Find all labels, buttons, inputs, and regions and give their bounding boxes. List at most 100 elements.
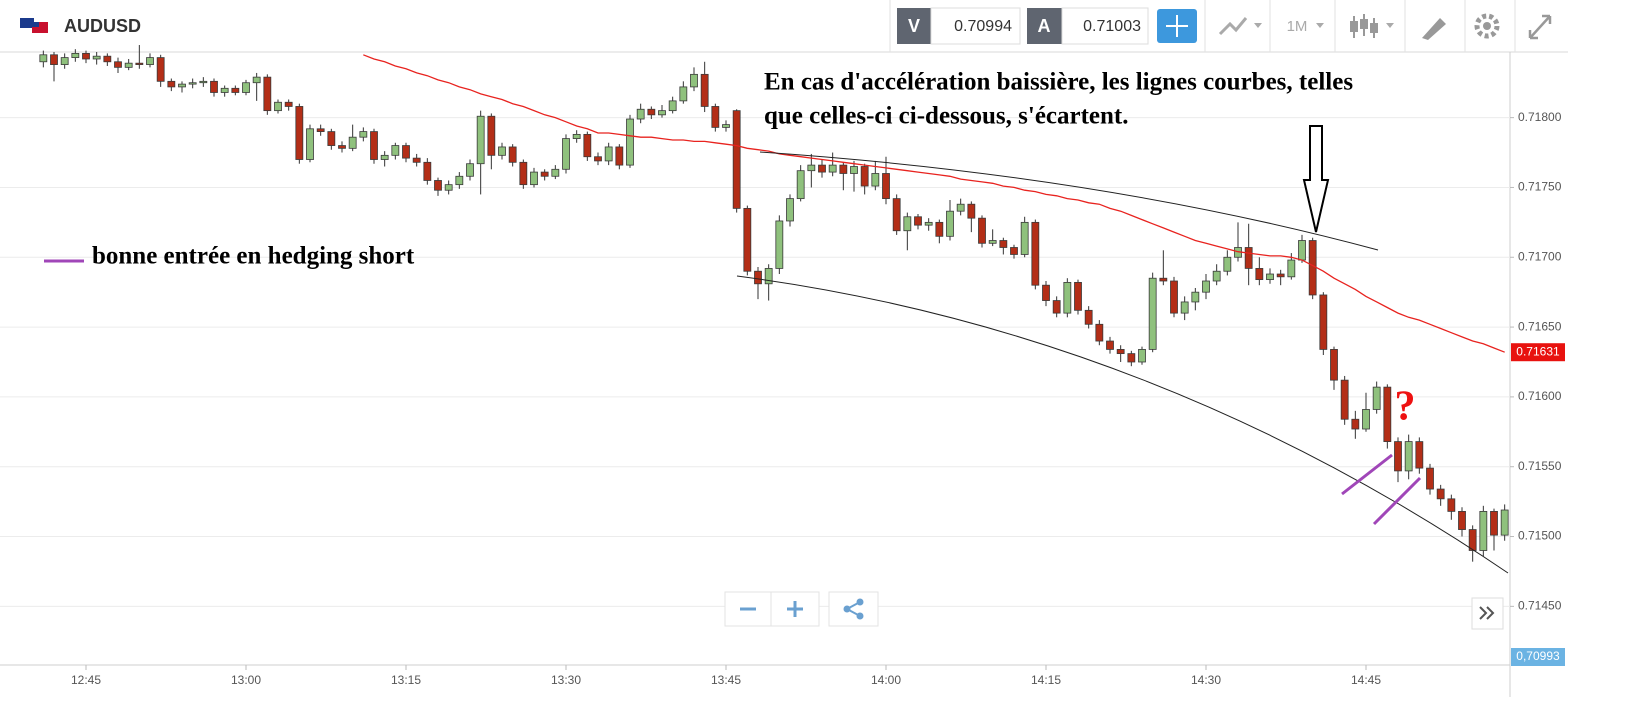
candle-body: [242, 82, 250, 93]
candle-body: [1138, 349, 1146, 363]
candle-body: [636, 108, 645, 120]
candle-icon[interactable]: [1360, 19, 1368, 29]
candle-body: [1436, 488, 1445, 500]
y-tick-label: 0.71650: [1518, 319, 1562, 333]
candle-body: [1063, 281, 1072, 314]
candle-body: [338, 145, 346, 149]
moving-average: [363, 54, 1505, 353]
candle-body: [1468, 529, 1477, 551]
x-tick-label: 14:45: [1351, 673, 1381, 687]
candle-body: [999, 240, 1008, 248]
crosshair-icon: [1166, 15, 1188, 37]
candle-body: [1500, 509, 1509, 536]
candle-body: [711, 106, 720, 128]
sell-button[interactable]: [897, 8, 931, 44]
candle-body: [828, 164, 837, 173]
candle-body: [658, 110, 666, 116]
candle-body: [1276, 273, 1285, 278]
candle-body: [380, 154, 389, 160]
candle-body: [1362, 409, 1370, 430]
chart-type-icon[interactable]: [1218, 17, 1248, 36]
candle-body: [871, 173, 880, 187]
candle-body: [306, 128, 314, 160]
dropdown-arrow: [1386, 23, 1394, 28]
candle-body: [956, 203, 965, 212]
buy-field[interactable]: [1061, 7, 1149, 45]
candle-body: [103, 55, 112, 63]
candle-body: [1415, 441, 1424, 469]
candle-body: [839, 164, 848, 174]
scroll-end-button[interactable]: [1471, 597, 1504, 630]
question-mark: ?: [1395, 384, 1416, 430]
candle-body: [1490, 511, 1498, 536]
draw-icon[interactable]: [1422, 18, 1446, 40]
dropdown-arrow: [1254, 23, 1262, 28]
bid-price-tag: [1511, 648, 1565, 666]
candle-body: [295, 106, 304, 160]
candle-body: [391, 145, 400, 156]
plot: [39, 45, 1509, 562]
annotation-text: En cas d'accélération baissière, les lig…: [764, 69, 1353, 96]
candle-body: [700, 73, 709, 107]
candle-body: [1159, 277, 1168, 282]
candle-body: [647, 108, 656, 116]
candle-body: [1372, 386, 1381, 410]
candle-body: [178, 83, 186, 88]
buy-label[interactable]: A: [1038, 16, 1051, 36]
candle-body: [1255, 268, 1264, 281]
sell-price: 0.70994: [954, 18, 1012, 35]
ma-price-tag: [1511, 343, 1565, 362]
candle-body: [1180, 301, 1189, 314]
x-tick-label: 12:45: [71, 673, 101, 687]
x-tick-label: 14:15: [1031, 673, 1061, 687]
upper-curve: [759, 151, 1379, 251]
buy-button[interactable]: [1027, 8, 1062, 44]
symbol[interactable]: AUDUSD: [64, 16, 141, 36]
candle-body: [220, 87, 229, 93]
settings-icon[interactable]: [1474, 13, 1500, 39]
buy-price: 0.71003: [1083, 18, 1141, 35]
candle-body: [796, 170, 805, 200]
candle-body: [1010, 247, 1018, 255]
y-tick-label: 0.71700: [1518, 249, 1562, 263]
share-button[interactable]: [828, 591, 879, 627]
candle-body: [978, 217, 986, 244]
candle-body: [988, 240, 997, 244]
y-tick-label: 0.71550: [1518, 459, 1562, 473]
candle-body: [156, 57, 165, 82]
y-tick-label: 0.71800: [1518, 110, 1562, 124]
sell-field[interactable]: [930, 7, 1021, 45]
candle-body: [412, 157, 421, 163]
fullscreen-icon[interactable]: [1528, 14, 1552, 40]
candle-body: [359, 131, 368, 138]
candle-body: [167, 80, 176, 88]
candle-body: [327, 131, 336, 146]
x-tick-label: 13:15: [391, 673, 421, 687]
timeframe[interactable]: 1M: [1287, 18, 1308, 35]
x-tick-label: 13:30: [551, 673, 581, 687]
candle-body: [786, 198, 794, 222]
entry-line: [1341, 453, 1393, 496]
candle-body: [60, 57, 69, 65]
x-tick-label: 13:00: [231, 673, 261, 687]
candle-body: [71, 52, 80, 58]
candle-body: [594, 156, 602, 162]
candle-body: [252, 76, 261, 84]
scroll-end-icon: [1479, 606, 1495, 620]
candle-body: [1330, 349, 1338, 381]
candle-body: [935, 221, 944, 237]
candle-body: [370, 131, 378, 160]
candle-body: [466, 163, 474, 177]
candle-body: [444, 184, 453, 191]
candle-body: [775, 220, 784, 269]
flag-us: [32, 22, 48, 33]
candle-icon[interactable]: [1350, 21, 1358, 32]
candle-body: [135, 62, 144, 65]
candle-body: [1447, 498, 1456, 512]
sell-label[interactable]: V: [908, 16, 920, 36]
candle-body: [1266, 273, 1274, 281]
candle-body: [284, 101, 293, 107]
candle-icon[interactable]: [1370, 23, 1378, 33]
candle-body: [50, 54, 58, 65]
